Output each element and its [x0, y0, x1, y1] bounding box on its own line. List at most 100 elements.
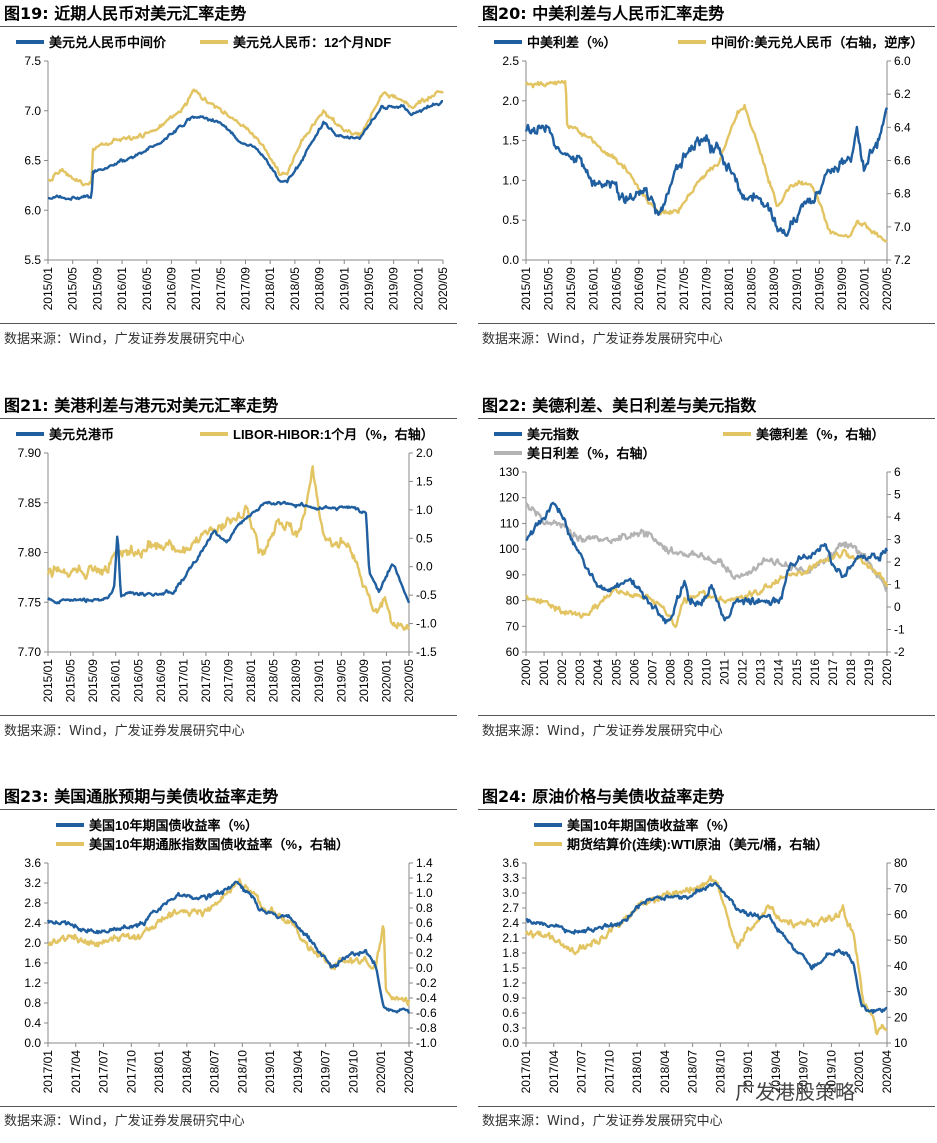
- x-tick-label: 2020/01: [852, 1050, 866, 1094]
- y-tick-label: 0.0: [502, 1036, 519, 1050]
- y-tick-label: 0.3: [502, 1021, 519, 1035]
- x-tick-label: 2017/01: [519, 1050, 533, 1094]
- x-tick-label: 2017/09: [700, 267, 714, 311]
- series-line-1-0: [524, 107, 889, 238]
- legend-label-0-1: 美元兑人民币：12个月NDF: [233, 35, 391, 50]
- x-tick-label: 2017/07: [97, 1050, 111, 1094]
- x-tick-label: 2003: [573, 659, 587, 686]
- y-tick-label: 2.7: [502, 901, 519, 915]
- x-tick-label: 2006: [627, 659, 641, 686]
- y-tick-label: 0.6: [502, 1006, 519, 1020]
- source-note-20: 数据来源：Wind，广发证券发展研究中心: [482, 332, 723, 347]
- x-tick-label: 2018/09: [313, 267, 327, 311]
- y2-tick-label: -0.5: [416, 588, 437, 602]
- x-tick-label: 2020/04: [402, 1050, 416, 1094]
- x-tick-label: 2017/05: [214, 267, 228, 311]
- series-line-5-0: [525, 881, 888, 1015]
- title-rule: [478, 26, 935, 27]
- y-tick-label: 1.2: [24, 976, 41, 990]
- x-tick-label: 2004: [591, 659, 605, 686]
- y2-tick-label: 50: [894, 933, 908, 947]
- source-rule: [0, 1106, 457, 1107]
- line-chart-20: 中美利差（%） 中间价:美元兑人民币（右轴，逆序） 0.0 0.5 1.0 1.5 2.0 2…: [494, 35, 923, 311]
- title-rule: [478, 418, 935, 419]
- y2-tick-label: 10: [894, 1036, 908, 1050]
- series-line-2-0: [47, 500, 411, 605]
- title-rule: [0, 809, 457, 810]
- series-line-1-1: [524, 79, 888, 243]
- y-tick-label: 0.4: [24, 1016, 41, 1030]
- y-tick-label: 90: [506, 568, 520, 582]
- x-tick-label: 2015/01: [41, 267, 55, 311]
- x-tick-label: 2020/01: [411, 267, 425, 311]
- y2-tick-label: 0: [894, 600, 901, 614]
- y-tick-label: 7.90: [18, 446, 42, 460]
- source-rule: [478, 323, 935, 324]
- x-tick-label: 2017/04: [69, 1050, 83, 1094]
- y2-tick-label: -0.8: [416, 1021, 437, 1035]
- y2-tick-label: 5: [894, 488, 901, 502]
- y2-tick-label: -1.5: [416, 645, 437, 659]
- y-tick-label: 60: [506, 645, 520, 659]
- y-tick-label: 3.3: [502, 871, 519, 885]
- x-tick-label: 2018/04: [180, 1050, 194, 1094]
- x-tick-label: 2019/07: [797, 1050, 811, 1094]
- x-tick-label: 2017/04: [547, 1050, 561, 1094]
- chart-title-24: 图24: 原油价格与美债收益率走势: [482, 787, 725, 806]
- x-tick-label: 2018/05: [745, 267, 759, 311]
- x-tick-label: 2020/01: [379, 659, 393, 703]
- x-tick-label: 2019/01: [337, 267, 351, 311]
- series-line-3-1: [525, 548, 889, 629]
- x-tick-label: 2018/01: [630, 1050, 644, 1094]
- y-tick-label: 3.6: [502, 856, 519, 870]
- x-tick-label: 2010: [700, 659, 714, 686]
- x-tick-label: 2015/05: [66, 267, 80, 311]
- x-tick-label: 2019/01: [312, 659, 326, 703]
- x-tick-label: 2001: [537, 659, 551, 686]
- chart-title-23: 图23: 美国通胀预期与美债收益率走势: [4, 787, 279, 806]
- x-tick-label: 2019/05: [334, 659, 348, 703]
- y2-tick-label: 40: [894, 959, 908, 973]
- x-tick-label: 2019/10: [824, 1050, 838, 1094]
- x-tick-label: 2015/01: [41, 659, 55, 703]
- y-tick-label: 7.80: [18, 546, 42, 560]
- x-tick-label: 2015/05: [542, 267, 556, 311]
- x-tick-label: 2012: [736, 659, 750, 686]
- chart-title-19: 图19: 近期人民币对美元汇率走势: [4, 4, 247, 23]
- x-tick-label: 2016/01: [115, 267, 129, 311]
- y-tick-label: 2.1: [502, 931, 519, 945]
- y-tick-label: 100: [499, 542, 519, 556]
- source-rule: [0, 323, 457, 324]
- series-line-5-1: [524, 875, 888, 1036]
- x-tick-label: 2015: [790, 659, 804, 686]
- y2-tick-label: 0.2: [416, 946, 433, 960]
- legend-label-5-1: 期货结算价(连续):WTI原油（美元/桶，右轴）: [567, 837, 828, 852]
- chart-panel-23: 图23: 美国通胀预期与美债收益率走势 美国10年期国债收益率（%） 美国10年期…: [0, 783, 457, 1143]
- y-tick-label: 120: [499, 491, 519, 505]
- y-tick-label: 2.0: [24, 936, 41, 950]
- x-tick-label: 2019/09: [387, 267, 401, 311]
- y2-tick-label: 6.0: [894, 54, 911, 68]
- y-tick-label: 6.0: [24, 203, 41, 217]
- x-tick-label: 2015/05: [64, 659, 78, 703]
- source-rule: [0, 715, 457, 716]
- y2-tick-label: 0.8: [416, 901, 433, 915]
- legend-label-4-1: 美国10年期通胀指数国债收益率（%，右轴）: [89, 837, 349, 852]
- y-tick-label: 7.0: [24, 104, 41, 118]
- x-tick-label: 2019/01: [790, 267, 804, 311]
- x-tick-label: 2017/09: [239, 267, 253, 311]
- x-tick-label: 2020/01: [857, 267, 871, 311]
- x-tick-label: 2020/05: [880, 267, 894, 311]
- y-tick-label: 1.5: [502, 961, 519, 975]
- chart-panel-22: 图22: 美德利差、美日利差与美元指数 美元指数 美德利差（%，右轴） 美日利差（%…: [478, 392, 935, 752]
- series-line-3-0: [525, 501, 889, 625]
- y2-tick-label: 30: [894, 985, 908, 999]
- y2-tick-label: 0.6: [416, 916, 433, 930]
- y2-tick-label: 1.5: [416, 474, 433, 488]
- legend-label-4-0: 美国10年期国债收益率（%）: [89, 818, 258, 833]
- x-tick-label: 2018/09: [289, 659, 303, 703]
- title-rule: [0, 26, 457, 27]
- source-note-22: 数据来源：Wind，广发证券发展研究中心: [482, 724, 723, 739]
- x-tick-label: 2018/05: [288, 267, 302, 311]
- x-tick-label: 2007: [645, 659, 659, 686]
